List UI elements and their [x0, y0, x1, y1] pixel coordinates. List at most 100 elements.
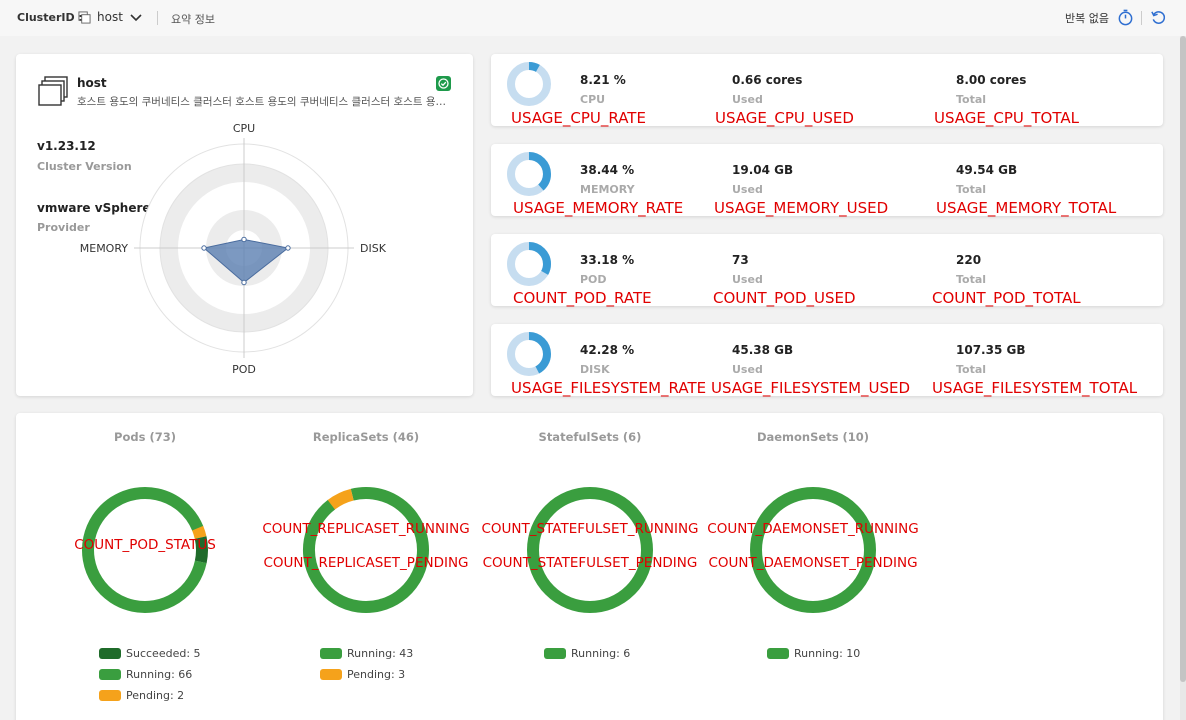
- workload-donut-chart: [527, 487, 653, 613]
- legend-item[interactable]: Running: 6: [544, 647, 630, 660]
- chevron-down-icon[interactable]: [129, 11, 143, 25]
- radar-point: [201, 245, 207, 251]
- usage-total-label: Total: [956, 183, 987, 196]
- usage-total-value: 107.35 GB: [956, 343, 1026, 357]
- cluster-info-card: host 호스트 용도의 쿠버네티스 클러스터 호스트 용도의 쿠버네티스 클러…: [16, 54, 473, 396]
- workload-status-card: Pods (73) COUNT_POD_STATUS Succeeded: 5 Run…: [16, 413, 1163, 720]
- radar-axis-memory: MEMORY: [80, 242, 129, 255]
- workload-donut-chart: [750, 487, 876, 613]
- donut-value-arc: [507, 62, 551, 106]
- cluster-icon: [38, 76, 68, 106]
- legend-item[interactable]: Running: 10: [767, 647, 860, 660]
- workload-status-tag: COUNT_REPLICASET_PENDING: [263, 555, 469, 571]
- legend-label: Running: 66: [126, 668, 193, 681]
- scrollbar-thumb[interactable]: [1180, 36, 1186, 682]
- workload-title: StatefulSets (6): [538, 430, 642, 444]
- legend-item[interactable]: Pending: 3: [320, 668, 405, 681]
- legend-item[interactable]: Pending: 2: [99, 689, 184, 702]
- usage-rate-value: 42.28 %: [580, 343, 635, 357]
- divider: [157, 11, 158, 25]
- usage-used-value: 45.38 GB: [732, 343, 794, 357]
- cluster-version-label: Cluster Version: [37, 160, 132, 173]
- workload-title: Pods (73): [114, 430, 176, 444]
- usage-rate-tag: USAGE_FILESYSTEM_RATE: [511, 379, 707, 397]
- workload-title: ReplicaSets (46): [312, 430, 420, 444]
- divider: [1141, 11, 1142, 25]
- radar-point: [285, 245, 291, 251]
- usage-card-cpu: 8.21 % CPU 0.66 cores Used 8.00 cores To…: [491, 54, 1163, 127]
- usage-donut-chart: [507, 332, 551, 376]
- legend-swatch: [99, 648, 121, 659]
- usage-card-memory: 38.44 % MEMORY 19.04 GB Used 49.54 GB To…: [491, 144, 1163, 217]
- resource-radar-chart: CPU DISK POD MEMORY: [80, 122, 387, 376]
- donut-value-arc: [507, 242, 551, 286]
- provider-label: Provider: [37, 221, 90, 234]
- legend-swatch: [99, 690, 121, 701]
- usage-total-tag: USAGE_CPU_TOTAL: [934, 109, 1079, 127]
- legend-swatch: [320, 669, 342, 680]
- usage-rate-tag: USAGE_CPU_RATE: [511, 109, 646, 127]
- workload-status-tag: COUNT_DAEMONSET_PENDING: [708, 555, 918, 571]
- usage-used-value: 73: [732, 253, 749, 267]
- legend-label: Running: 10: [794, 647, 861, 660]
- timer-icon[interactable]: [1117, 9, 1134, 26]
- donut-track: [507, 62, 551, 106]
- usage-card-pod: 33.18 % POD 73 Used 220 Total COUNT_POD_…: [491, 234, 1163, 307]
- scrollbar[interactable]: [1180, 36, 1186, 720]
- usage-rate-value: 33.18 %: [580, 253, 635, 267]
- workload-status-tag: COUNT_STATEFULSET_RUNNING: [481, 521, 699, 537]
- legend-swatch: [544, 648, 566, 659]
- legend-label: Succeeded: 5: [126, 647, 201, 660]
- legend-swatch: [99, 669, 121, 680]
- tab-summary[interactable]: 요약 정보: [171, 13, 215, 26]
- usage-donut-chart: [507, 62, 551, 106]
- legend-label: Pending: 3: [347, 668, 406, 681]
- legend-label: Running: 6: [571, 647, 631, 660]
- legend-label: Pending: 2: [126, 689, 185, 702]
- usage-total-tag: USAGE_FILESYSTEM_TOTAL: [932, 379, 1138, 397]
- usage-used-label: Used: [732, 273, 763, 286]
- donut-segment: [303, 487, 429, 613]
- usage-used-value: 0.66 cores: [732, 73, 803, 87]
- legend-item[interactable]: Succeeded: 5: [99, 647, 201, 660]
- cluster-id-select[interactable]: host: [97, 10, 123, 24]
- legend-label: Running: 43: [347, 647, 414, 660]
- workload-status-tag: COUNT_REPLICASET_RUNNING: [262, 521, 470, 537]
- legend-item[interactable]: Running: 66: [99, 668, 192, 681]
- top-bar: ClusterID : host 요약 정보 반복 없음: [0, 0, 1186, 36]
- workload-donut-chart: [82, 487, 208, 613]
- refresh-icon[interactable]: [1150, 9, 1167, 26]
- legend-swatch: [320, 648, 342, 659]
- cluster-name: host: [77, 76, 107, 90]
- donut-value-arc: [507, 332, 551, 376]
- usage-used-tag: USAGE_FILESYSTEM_USED: [711, 379, 911, 397]
- usage-rate-value: 38.44 %: [580, 163, 635, 177]
- workload-donut-chart: [303, 487, 429, 613]
- usage-donut-chart: [507, 242, 551, 286]
- legend-item[interactable]: Running: 43: [320, 647, 413, 660]
- usage-total-tag: USAGE_MEMORY_TOTAL: [936, 199, 1117, 217]
- donut-segment: [82, 487, 208, 613]
- usage-total-value: 220: [956, 253, 982, 267]
- repeat-select[interactable]: 반복 없음: [1065, 12, 1109, 25]
- usage-used-value: 19.04 GB: [732, 163, 794, 177]
- radar-point: [241, 236, 247, 243]
- usage-total-label: Total: [956, 93, 987, 106]
- usage-donut-chart: [507, 152, 551, 196]
- workload-status-tag: COUNT_STATEFULSET_PENDING: [482, 555, 698, 571]
- usage-used-tag: USAGE_CPU_USED: [715, 109, 854, 127]
- donut-value-arc: [507, 152, 551, 196]
- donut-segment: [527, 487, 653, 613]
- provider-value: vmware vSphere: [37, 201, 151, 215]
- radar-point: [241, 279, 247, 286]
- radar-axis-pod: POD: [232, 363, 256, 376]
- usage-rate-tag: USAGE_MEMORY_RATE: [513, 199, 684, 217]
- workload-status-tag: COUNT_POD_STATUS: [74, 537, 216, 553]
- radar-axis-cpu: CPU: [233, 122, 255, 135]
- usage-rate-tag: COUNT_POD_RATE: [513, 289, 652, 307]
- usage-total-value: 49.54 GB: [956, 163, 1018, 177]
- cluster-id-label: ClusterID :: [17, 11, 83, 24]
- usage-used-tag: COUNT_POD_USED: [713, 289, 856, 307]
- usage-used-label: Used: [732, 363, 763, 376]
- workload-status-tag: COUNT_DAEMONSET_RUNNING: [707, 521, 919, 537]
